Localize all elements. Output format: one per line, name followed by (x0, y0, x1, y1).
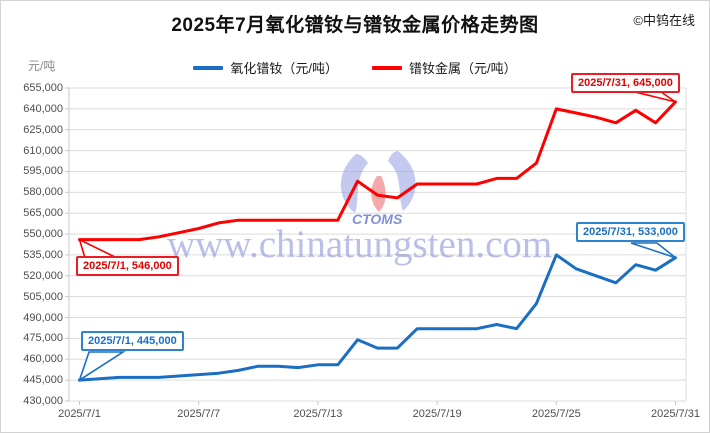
svg-text:CTOMS: CTOMS (352, 211, 403, 227)
y-tick-label: 505,000 (23, 290, 63, 303)
callout-oxide-start: 2025/7/1, 445,000 (81, 331, 184, 351)
tungsten-logo-icon: CTOMS (340, 151, 416, 227)
y-tick-label: 625,000 (23, 123, 63, 136)
y-tick-label: 535,000 (23, 248, 63, 261)
x-tick-label: 2025/7/1 (58, 408, 101, 420)
callout-arrow (634, 91, 676, 103)
y-tick-label: 610,000 (23, 144, 63, 157)
x-tick-label: 2025/7/19 (412, 408, 462, 420)
y-tick-label: 595,000 (23, 165, 63, 178)
copyright-label: ©中钨在线 (633, 13, 695, 28)
y-tick-label: 490,000 (23, 311, 63, 324)
y-tick-label: 550,000 (23, 228, 63, 241)
legend: 氧化镨钕（元/吨） 镨钕金属（元/吨） (1, 58, 709, 77)
y-tick-label: 640,000 (23, 102, 63, 115)
y-tick-label: 520,000 (23, 269, 63, 282)
y-tick-label: 475,000 (23, 332, 63, 345)
y-tick-label: 565,000 (23, 207, 63, 220)
oxide-line-swatch (193, 65, 224, 70)
x-tick-label: 2025/7/13 (293, 408, 343, 420)
watermark-text: www.chinatungsten.com (167, 223, 553, 266)
x-tick-label: 2025/7/25 (531, 408, 581, 420)
callout-arrow (630, 242, 676, 259)
chart-title: 2025年7月氧化镨钕与镨钕金属价格走势图 (171, 15, 539, 36)
y-tick-label: 445,000 (23, 374, 63, 387)
legend-label-oxide: 氧化镨钕（元/吨） (230, 61, 338, 76)
x-tick-label: 2025/7/7 (177, 408, 221, 420)
y-tick-label: 460,000 (23, 353, 63, 366)
callout-metal-end: 2025/7/31, 645,000 (571, 73, 680, 93)
callout-metal-start: 2025/7/1, 546,000 (76, 256, 179, 276)
y-tick-label: 655,000 (23, 82, 63, 94)
metal-line-swatch (372, 65, 402, 70)
legend-item-metal: 镨钕金属（元/吨） (372, 58, 517, 77)
y-tick-label: 430,000 (23, 395, 63, 407)
x-tick-label: 2025/7/31 (651, 408, 700, 420)
series-line-metal (78, 100, 677, 242)
callout-arrow (78, 351, 126, 383)
series-line-oxide (78, 253, 677, 382)
y-axis-unit-label: 元/吨 (28, 59, 56, 73)
y-tick-label: 580,000 (23, 186, 63, 199)
callout-oxide-end: 2025/7/31, 533,000 (576, 222, 685, 242)
legend-label-metal: 镨钕金属（元/吨） (409, 61, 517, 76)
legend-item-oxide: 氧化镨钕（元/吨） (193, 58, 338, 77)
